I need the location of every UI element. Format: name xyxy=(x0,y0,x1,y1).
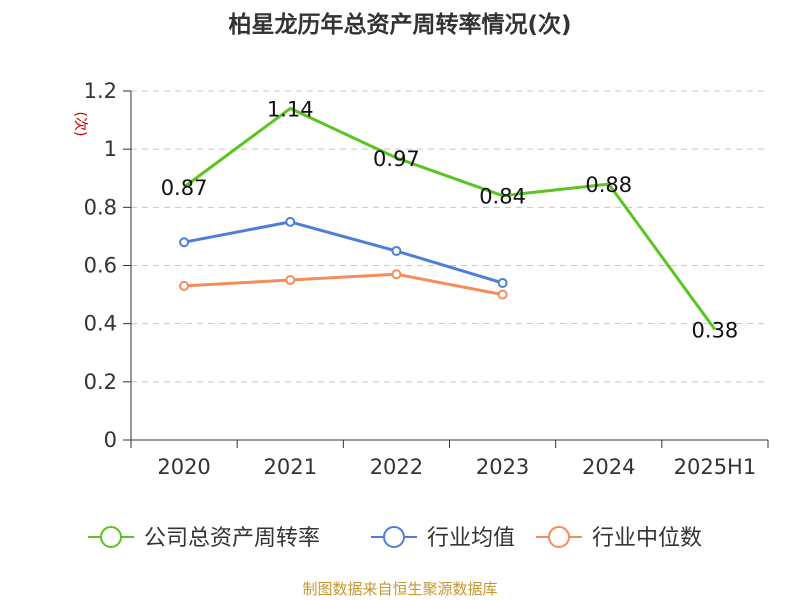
y-tick-label: 0.2 xyxy=(84,370,117,394)
data-label: 0.88 xyxy=(585,173,632,197)
x-tick-label: 2023 xyxy=(476,455,529,479)
y-tick-label: 1 xyxy=(104,137,117,161)
y-tick-label: 0.8 xyxy=(84,195,117,219)
legend: 公司总资产周转率 行业均值 行业中位数 xyxy=(88,526,702,551)
data-point xyxy=(285,275,296,286)
source-text: 制图数据来自恒生聚源数据库 xyxy=(302,580,497,598)
data-point xyxy=(391,245,402,256)
y-tick-label: 1.2 xyxy=(84,79,117,103)
series-line xyxy=(183,220,504,285)
data-point xyxy=(497,277,508,288)
legend-label: 行业中位数 xyxy=(592,526,702,551)
data-label: 0.84 xyxy=(479,185,526,209)
series-line xyxy=(183,106,717,331)
x-tick-label: 2025H1 xyxy=(674,455,757,479)
data-label: 0.97 xyxy=(373,147,420,171)
series xyxy=(179,106,717,331)
y-tick-label: 0.6 xyxy=(84,254,117,278)
y-tick-label: 0.4 xyxy=(84,312,117,336)
data-label: 0.38 xyxy=(692,318,739,342)
y-tick-label: 0 xyxy=(104,428,117,452)
data-point xyxy=(497,289,508,300)
series-line xyxy=(184,272,503,297)
chart-title: 柏星龙历年总资产周转率情况(次) xyxy=(228,11,571,38)
y-axis-label: (次) xyxy=(72,112,88,137)
data-point xyxy=(179,237,190,248)
data-point xyxy=(179,280,190,291)
data-label: 1.14 xyxy=(267,97,314,121)
axes: 0 0.2 0.4 0.6 0.8 1 1.2 2020 2021 2022 2023 2024 202… xyxy=(84,79,769,479)
legend-marker xyxy=(383,526,405,548)
x-tick-label: 2021 xyxy=(264,455,317,479)
data-point xyxy=(285,216,296,227)
x-tick-label: 2024 xyxy=(582,455,635,479)
x-tick-label: 2020 xyxy=(157,455,210,479)
grid xyxy=(131,90,768,383)
x-tick-label: 2022 xyxy=(370,455,423,479)
data-point xyxy=(391,269,402,280)
data-labels: 0.87 1.14 0.97 0.84 0.88 0.38 xyxy=(161,97,739,342)
data-label: 0.87 xyxy=(161,176,208,200)
legend-label: 行业均值 xyxy=(427,526,515,551)
legend-marker xyxy=(100,526,122,548)
legend-marker xyxy=(548,526,570,548)
legend-label: 公司总资产周转率 xyxy=(144,526,320,551)
